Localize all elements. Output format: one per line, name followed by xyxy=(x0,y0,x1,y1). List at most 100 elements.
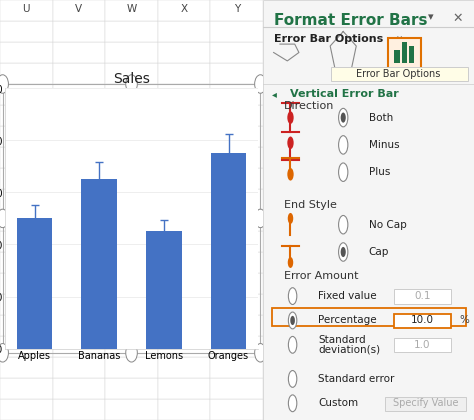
Bar xyxy=(53,378,105,399)
Bar xyxy=(158,63,210,84)
Bar xyxy=(53,189,105,210)
Bar xyxy=(0,21,53,42)
Bar xyxy=(210,315,263,336)
Bar xyxy=(0,84,53,105)
Circle shape xyxy=(288,312,297,329)
Bar xyxy=(210,21,263,42)
Bar xyxy=(210,378,263,399)
Bar xyxy=(210,84,263,105)
Bar xyxy=(3,84,260,353)
Circle shape xyxy=(0,344,9,362)
Circle shape xyxy=(341,113,346,123)
Text: Cap: Cap xyxy=(369,247,389,257)
Text: Specify Value: Specify Value xyxy=(393,398,458,408)
Circle shape xyxy=(341,247,346,257)
Text: Plus: Plus xyxy=(369,167,390,177)
FancyBboxPatch shape xyxy=(394,314,451,328)
Bar xyxy=(210,231,263,252)
Bar xyxy=(53,147,105,168)
Bar xyxy=(158,0,210,19)
Circle shape xyxy=(287,136,294,149)
Circle shape xyxy=(126,75,137,93)
Bar xyxy=(105,126,158,147)
Circle shape xyxy=(338,136,348,154)
FancyBboxPatch shape xyxy=(388,38,421,69)
Circle shape xyxy=(290,316,295,325)
Bar xyxy=(53,252,105,273)
Title: Sales: Sales xyxy=(113,72,150,86)
Bar xyxy=(53,105,105,126)
Bar xyxy=(105,315,158,336)
Circle shape xyxy=(288,370,297,387)
Bar xyxy=(105,42,158,63)
Bar xyxy=(105,0,158,19)
Bar xyxy=(210,0,263,19)
Circle shape xyxy=(338,163,348,181)
Bar xyxy=(158,105,210,126)
Circle shape xyxy=(288,288,297,304)
Bar xyxy=(0,315,53,336)
Text: Format Error Bars: Format Error Bars xyxy=(273,13,427,28)
Bar xyxy=(210,357,263,378)
Bar xyxy=(105,210,158,231)
FancyBboxPatch shape xyxy=(394,289,451,304)
Bar xyxy=(105,168,158,189)
Bar xyxy=(210,189,263,210)
Text: Error Bar Options: Error Bar Options xyxy=(273,34,383,44)
Bar xyxy=(0,252,53,273)
Text: ✕: ✕ xyxy=(453,12,464,25)
Bar xyxy=(210,63,263,84)
Text: X: X xyxy=(181,5,188,14)
Circle shape xyxy=(288,336,297,353)
Bar xyxy=(158,126,210,147)
Text: Direction: Direction xyxy=(284,101,335,111)
Circle shape xyxy=(287,111,294,124)
Bar xyxy=(53,357,105,378)
Bar xyxy=(105,189,158,210)
Bar xyxy=(0,357,53,378)
Bar xyxy=(210,399,263,420)
FancyBboxPatch shape xyxy=(394,338,451,352)
Bar xyxy=(105,357,158,378)
Bar xyxy=(105,336,158,357)
Circle shape xyxy=(288,257,293,268)
Bar xyxy=(0,63,53,84)
Text: %: % xyxy=(459,315,469,326)
Circle shape xyxy=(338,108,348,127)
Bar xyxy=(158,21,210,42)
Bar xyxy=(53,42,105,63)
Bar xyxy=(402,42,407,63)
FancyBboxPatch shape xyxy=(330,67,468,81)
Bar xyxy=(0,294,53,315)
Bar xyxy=(210,336,263,357)
Bar xyxy=(158,168,210,189)
Bar xyxy=(53,315,105,336)
Text: ▾: ▾ xyxy=(428,12,433,22)
Bar xyxy=(158,378,210,399)
Bar xyxy=(158,399,210,420)
Bar xyxy=(210,147,263,168)
Text: Both: Both xyxy=(369,113,393,123)
Circle shape xyxy=(338,215,348,234)
Bar xyxy=(53,126,105,147)
Bar xyxy=(105,231,158,252)
Text: End Style: End Style xyxy=(284,200,337,210)
Bar xyxy=(53,399,105,420)
Bar xyxy=(211,153,246,349)
Circle shape xyxy=(288,395,297,412)
Bar xyxy=(53,0,105,19)
Bar xyxy=(158,231,210,252)
Bar xyxy=(105,63,158,84)
Bar xyxy=(158,273,210,294)
Bar xyxy=(158,84,210,105)
Circle shape xyxy=(255,209,266,228)
Bar xyxy=(53,294,105,315)
Bar xyxy=(105,84,158,105)
Bar xyxy=(53,21,105,42)
Bar xyxy=(105,399,158,420)
Text: No Cap: No Cap xyxy=(369,220,406,230)
Bar xyxy=(0,105,53,126)
Bar xyxy=(158,189,210,210)
Bar xyxy=(210,126,263,147)
Text: Minus: Minus xyxy=(369,140,399,150)
